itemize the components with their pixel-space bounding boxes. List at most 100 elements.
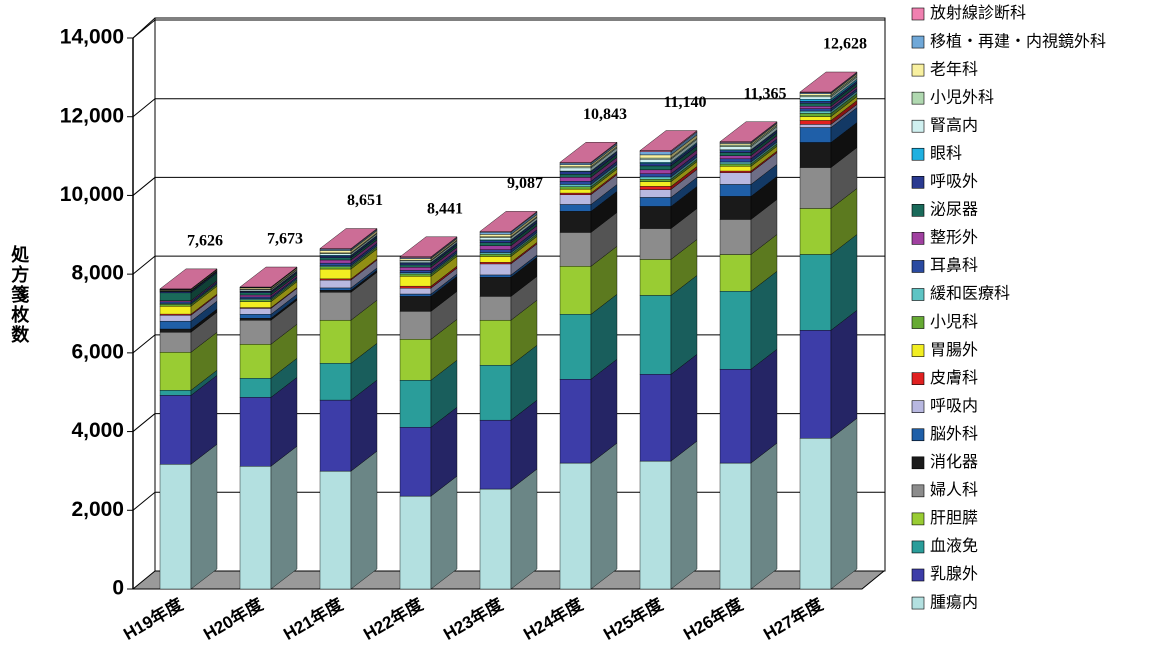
y-tick-label: 6,000 (71, 340, 124, 363)
bar-top (319, 228, 378, 249)
bar-segment (719, 158, 752, 163)
legend-item: 泌尿器 (911, 201, 978, 219)
bar-segment (399, 495, 432, 590)
bar-side (270, 445, 298, 590)
bar-segment (799, 106, 832, 109)
bar-segment (399, 293, 432, 297)
bar-segment (479, 245, 512, 250)
bar-segment (639, 154, 672, 159)
legend-item: 老年科 (911, 60, 978, 78)
legend-swatch (911, 147, 925, 161)
legend-label: 放射線診断科 (930, 4, 1026, 22)
bar-segment (559, 462, 592, 590)
x-tick-label: H19年度 (120, 594, 187, 644)
bar-segment (639, 165, 672, 171)
legend-item: 緩和医療科 (911, 285, 1010, 303)
total-label: 9,087 (507, 175, 543, 192)
bar-segment (719, 161, 752, 165)
bar-segment (719, 155, 752, 160)
bar-segment (559, 164, 592, 167)
bar-segment (159, 320, 192, 330)
legend-label: 小児科 (930, 313, 978, 331)
bar-segment (319, 257, 352, 261)
legend-swatch (911, 35, 925, 49)
bar-segment (639, 179, 672, 182)
legend-label: 老年科 (930, 60, 978, 78)
bar-segment (799, 127, 832, 143)
legend-item: 乳腺外 (911, 565, 978, 583)
bar-segment (399, 339, 432, 381)
bar-segment (239, 397, 272, 467)
bar-segment (719, 368, 752, 464)
legend-item: 脳外科 (911, 425, 978, 443)
legend-swatch (911, 428, 925, 442)
bar-segment (799, 93, 832, 96)
total-label: 10,843 (583, 106, 627, 123)
bar-top (799, 71, 858, 93)
legend-item: 肝胆膵 (911, 509, 978, 527)
bar-segment (319, 266, 352, 270)
bar-segment (799, 330, 832, 439)
bar-segment (479, 274, 512, 278)
bar-segment (559, 204, 592, 212)
bar-segment (319, 253, 352, 256)
bar-segment (159, 331, 192, 353)
bar-segment (799, 116, 832, 121)
legend-swatch (911, 484, 925, 498)
bar-segment (719, 184, 752, 197)
legend-swatch (911, 316, 925, 329)
bar-segment (639, 259, 672, 296)
bar-segment (399, 258, 432, 261)
legend-swatch (911, 63, 925, 77)
bar-side (590, 442, 618, 590)
bar-segment (399, 285, 432, 289)
legend-swatch (911, 372, 925, 385)
bar-segment (639, 295, 672, 375)
legend-label: 乳腺外 (930, 565, 978, 583)
total-label: 12,628 (823, 36, 867, 53)
y-tick-label: 12,000 (60, 104, 124, 127)
bar-segment (639, 206, 672, 229)
y-tick-label: 2,000 (71, 498, 124, 521)
bar-segment (559, 186, 592, 190)
legend-swatch (911, 91, 925, 105)
total-label: 8,651 (347, 192, 383, 209)
bar-segment (799, 95, 832, 98)
bar-segment (319, 279, 352, 289)
bar-top (399, 236, 458, 257)
grid-diagonal (132, 98, 156, 118)
legend-label: 小児外科 (930, 88, 994, 106)
total-label: 11,140 (663, 94, 706, 111)
bar-side (830, 309, 858, 439)
legend-swatch (911, 400, 925, 414)
bar-segment (559, 177, 592, 182)
bar-segment (559, 173, 592, 178)
legend-label: 移植・再建・内視鏡外科 (930, 31, 1106, 50)
bar-segment (399, 267, 432, 271)
bar-segment (799, 108, 832, 112)
bar-segment (239, 308, 272, 315)
bar-segment (799, 438, 832, 590)
bar-segment (239, 318, 272, 321)
bar-segment (559, 181, 592, 185)
legend-label: 呼吸外 (930, 173, 978, 191)
bar-segment (559, 266, 592, 315)
bar-segment (719, 163, 752, 167)
bar-top (159, 268, 218, 290)
legend-swatch (911, 512, 925, 526)
bar-segment (799, 142, 832, 168)
legend-item: 腫瘍内 (911, 593, 978, 611)
grid-diagonal (132, 177, 156, 196)
bar-segment (399, 380, 432, 428)
legend-label: 血液免 (930, 537, 978, 555)
bar-segment (239, 296, 272, 299)
bar-segment (799, 96, 832, 100)
bar-segment (639, 159, 672, 163)
legend-item: 放射線診断科 (911, 4, 1026, 22)
bar-segment (799, 167, 832, 209)
x-tick-label: H20年度 (200, 594, 267, 644)
legend-label: 腫瘍内 (930, 593, 978, 611)
legend-label: 皮膚科 (930, 369, 978, 387)
bar-segment (479, 240, 512, 243)
bar-segment (319, 292, 352, 321)
